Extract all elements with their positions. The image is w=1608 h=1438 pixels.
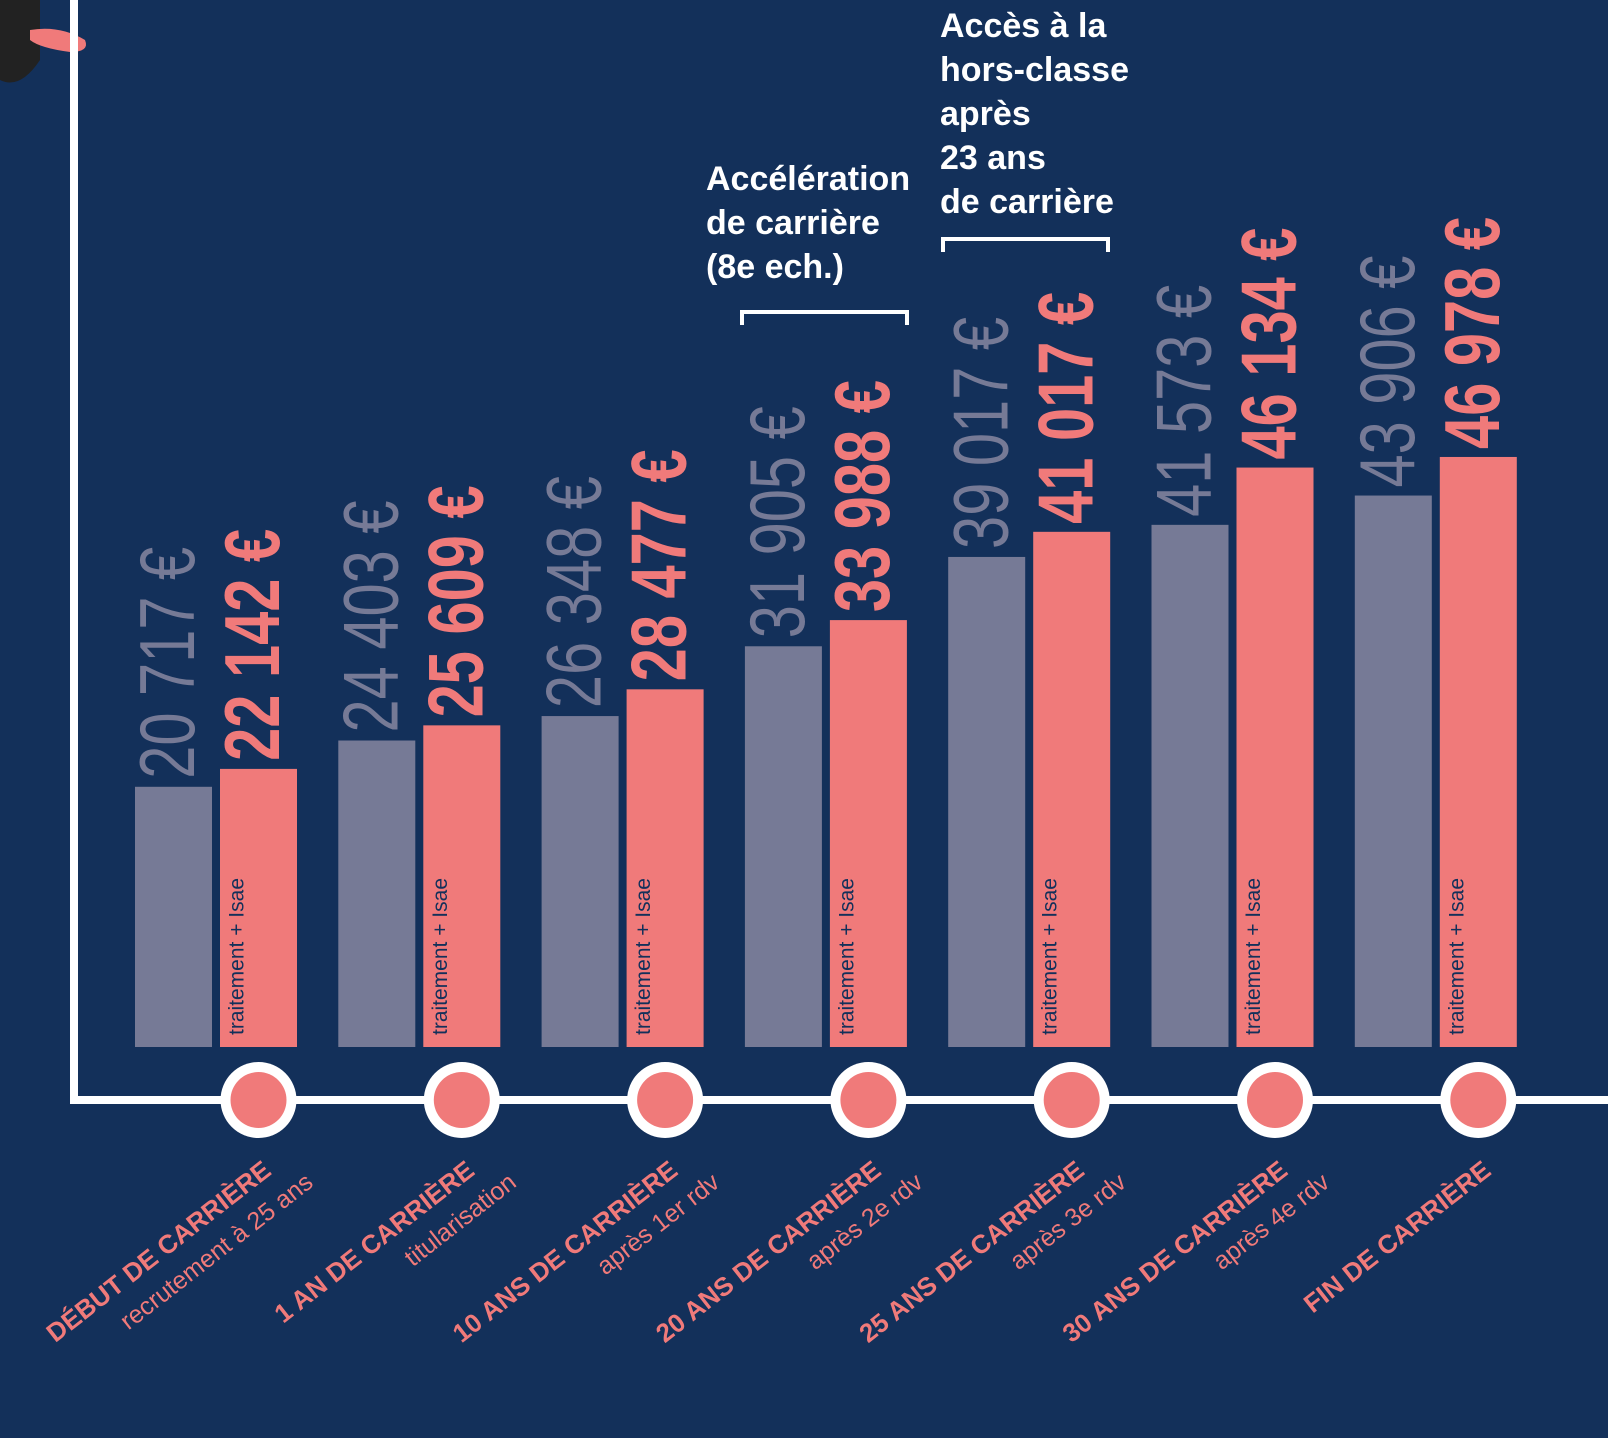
milestone-dot <box>1043 1072 1100 1128</box>
annotation: Accès à la <box>940 7 1107 45</box>
value-label: 26 348 € <box>530 476 618 708</box>
value-label: 41 573 € <box>1140 285 1228 517</box>
value-label: 31 905 € <box>733 406 821 638</box>
bar <box>948 556 1026 1047</box>
bar <box>135 786 212 1047</box>
bar <box>1439 456 1517 1048</box>
annotation: de carrière <box>706 204 880 242</box>
value-label: 20 717 € <box>123 547 211 779</box>
series-label: traitement + Isae <box>632 878 655 1035</box>
series-label: traitement + Isae <box>1445 878 1468 1035</box>
illustration <box>0 0 40 83</box>
series-label: traitement + Isae <box>1039 878 1062 1035</box>
annotation: (8e ech.) <box>706 248 844 286</box>
value-label: 46 978 € <box>1428 217 1516 449</box>
value-label: 22 142 € <box>208 529 296 761</box>
annotation: 23 ans <box>940 139 1046 177</box>
bar <box>423 725 501 1047</box>
value-label: 24 403 € <box>326 500 414 732</box>
bar <box>1151 524 1229 1047</box>
bar <box>541 716 619 1047</box>
bar <box>220 768 297 1047</box>
milestone-dot <box>1247 1072 1303 1128</box>
annotation: hors-classe <box>940 51 1129 89</box>
series-label: traitement + Isae <box>429 878 452 1035</box>
bar <box>829 620 907 1047</box>
bar <box>1236 467 1314 1047</box>
annotation: après <box>940 95 1031 133</box>
series-label: traitement + Isae <box>226 878 249 1035</box>
value-label: 43 906 € <box>1343 256 1431 488</box>
value-label: 41 017 € <box>1021 292 1109 524</box>
bar <box>626 689 704 1047</box>
bracket <box>740 310 909 325</box>
bracket <box>941 237 1110 252</box>
bar <box>1033 531 1111 1047</box>
value-label: 25 609 € <box>411 485 499 717</box>
annotation: de carrière <box>940 183 1114 221</box>
bar <box>744 646 822 1047</box>
value-label: 33 988 € <box>818 380 906 612</box>
milestone-dot <box>1450 1072 1507 1128</box>
bar <box>1354 495 1432 1047</box>
value-label: 39 017 € <box>936 317 1024 549</box>
milestone-dot <box>637 1072 694 1128</box>
value-label: 28 477 € <box>615 449 703 681</box>
series-label: traitement + Isae <box>835 878 858 1035</box>
bar <box>338 740 416 1047</box>
milestone-dot <box>840 1072 897 1128</box>
milestone-dot <box>230 1072 287 1128</box>
milestone-dot <box>433 1072 490 1128</box>
value-label: 46 134 € <box>1225 228 1313 460</box>
series-label: traitement + Isae <box>1242 878 1265 1035</box>
annotation: Accélération <box>706 160 910 198</box>
